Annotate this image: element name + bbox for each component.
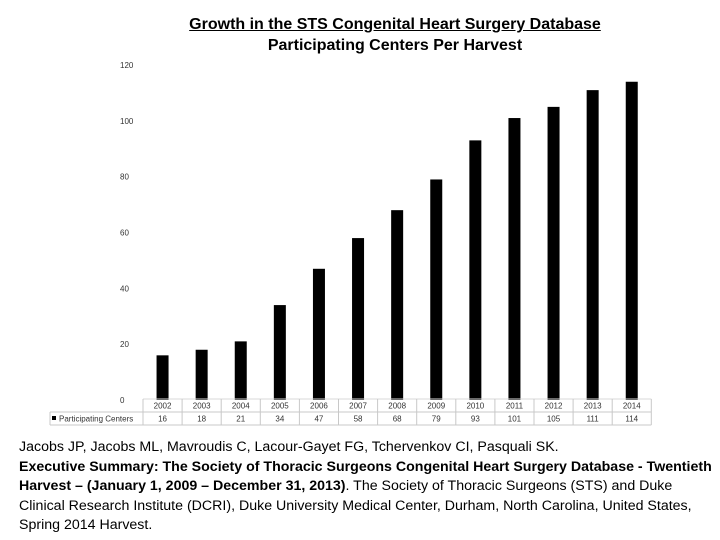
citation-authors: Jacobs JP, Jacobs ML, Mavroudis C, Lacou… [19,439,559,455]
x-tick-label: 2008 [388,402,406,411]
data-label: 47 [314,415,323,424]
data-label: 16 [158,415,167,424]
chart-title: Growth in the STS Congenital Heart Surge… [130,14,660,56]
x-tick-label: 2011 [506,402,524,411]
bar-2002 [156,355,169,400]
data-label: 58 [354,415,363,424]
chart-title-line-2: Participating Centers Per Harvest [267,37,523,54]
bar-2008 [391,210,404,400]
bar-2012 [547,106,560,400]
chart-title-line-1: Growth in the STS Congenital Heart Surge… [189,16,601,33]
citation: Jacobs JP, Jacobs ML, Mavroudis C, Lacou… [19,438,719,536]
data-label: 79 [432,415,441,424]
data-label: 114 [625,415,638,424]
bar-2003 [195,349,208,400]
data-label: 21 [236,415,245,424]
x-tick-label: 2003 [193,402,211,411]
data-label: 93 [471,415,480,424]
y-tick-label: 100 [120,117,134,126]
y-tick-label: 60 [120,229,129,238]
y-tick-label: 80 [120,173,129,182]
bar-2014 [625,81,638,400]
x-tick-label: 2006 [310,402,328,411]
bar-2006 [312,268,325,400]
data-label: 18 [197,415,206,424]
citation-title: Executive Summary: The Society of Thorac… [19,458,712,495]
x-tick-label: 2004 [232,402,250,411]
bar-2004 [234,341,247,400]
bar-2007 [352,238,365,400]
x-tick-label: 2014 [623,402,641,411]
legend-label: Participating Centers [59,415,133,424]
data-label: 34 [275,415,284,424]
data-label: 111 [587,415,600,424]
x-tick-label: 2010 [466,402,484,411]
x-tick-label: 2012 [545,402,563,411]
citation-details: . The Society of Thoracic Surgeons (STS)… [19,478,692,533]
bar-chart: 0 20 40 60 80 100 120 2002 16 2003 18 2004 21 2005 34 2… [49,61,652,426]
legend-swatch [52,416,56,420]
data-label: 105 [547,415,561,424]
y-tick-label: 0 [120,396,125,405]
bar-2011 [508,118,521,401]
y-tick-label: 40 [120,284,129,293]
bar-2005 [273,305,286,400]
x-tick-label: 2009 [427,402,445,411]
x-tick-label: 2013 [584,402,602,411]
data-label: 101 [508,415,522,424]
y-tick-label: 20 [120,340,129,349]
bar-2009 [430,179,443,400]
bar-2013 [586,90,599,400]
x-tick-label: 2002 [154,402,172,411]
x-tick-label: 2007 [349,402,367,411]
x-tick-label: 2005 [271,402,289,411]
data-label: 68 [393,415,402,424]
y-tick-label: 120 [120,61,134,70]
bar-2010 [469,140,482,400]
